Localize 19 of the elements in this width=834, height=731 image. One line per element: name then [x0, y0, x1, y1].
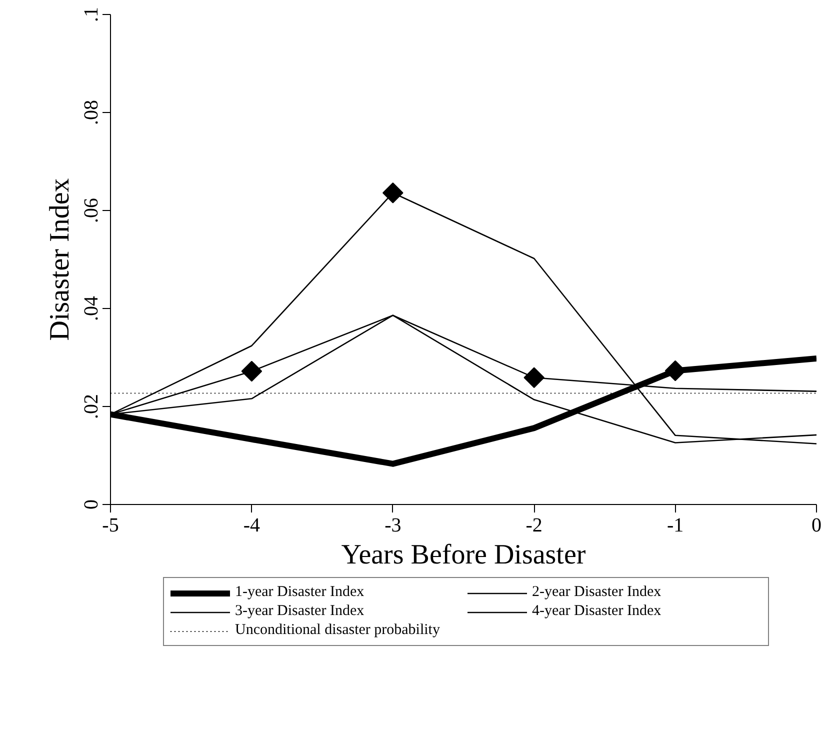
y-tick-label: .02	[80, 394, 102, 419]
x-tick-label: -5	[102, 514, 119, 536]
y-tick-label: .06	[80, 198, 102, 223]
x-tick-label: -3	[384, 514, 402, 536]
x-tick-label: -1	[666, 514, 684, 536]
y-tick-label: .04	[80, 296, 102, 321]
y-tick-label: .08	[80, 100, 102, 125]
y-axis-title: Disaster Index	[44, 178, 76, 341]
x-tick-label: -2	[526, 514, 542, 536]
legend-label: Unconditional disaster probability	[235, 622, 441, 639]
legend-label: 4-year Disaster Index	[532, 603, 662, 620]
y-tick-label: 0	[80, 500, 102, 510]
y-tick-label: .1	[80, 7, 102, 22]
x-axis-title: Years Before Disaster	[341, 540, 586, 570]
x-tick-label: 0	[812, 514, 822, 536]
legend-label: 1-year Disaster Index	[235, 584, 366, 601]
legend-label: 2-year Disaster Index	[532, 584, 662, 601]
legend-label: 3-year Disaster Index	[235, 603, 366, 620]
x-tick-label: -4	[243, 514, 260, 536]
